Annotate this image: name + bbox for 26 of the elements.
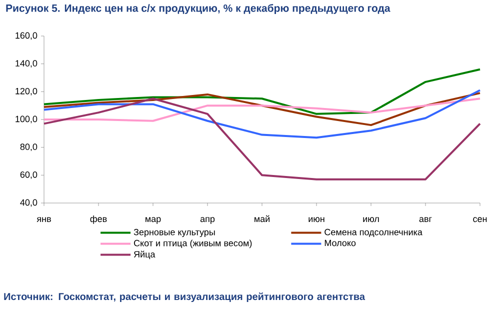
- x-tick-label: фев: [90, 215, 107, 224]
- y-tick-label: 160,0: [16, 32, 38, 40]
- y-tick-label: 120,0: [16, 88, 38, 96]
- x-tick-label: сен: [473, 217, 487, 222]
- y-tick-label: 80,0: [20, 144, 38, 152]
- legend-label: Молоко: [324, 240, 356, 246]
- line-series: [43, 68, 482, 115]
- y-tick-label: 60,0: [20, 171, 38, 179]
- line-series: [43, 89, 482, 139]
- x-tick-label: июн: [308, 217, 324, 222]
- x-tick-label: мар: [146, 217, 161, 224]
- text: Источник: Госкомстат, расчеты и визуализация рейтингового агентства: [4, 292, 366, 302]
- y-tick-label: 40,0: [20, 199, 38, 207]
- chart-title: Рисунок 5. Индекс цен на с/х продукцию, % к декабрю предыдущего года: [6, 4, 390, 14]
- legend-label: Скот и птица (живым весом): [134, 240, 252, 248]
- legend-label: Яйца: [134, 250, 156, 260]
- legend-label: Семена подсолнечника: [324, 228, 422, 237]
- x-tick-label: июл: [363, 217, 379, 222]
- x-tick-label: янв: [36, 217, 51, 222]
- y-tick-label: 100,0: [16, 116, 38, 124]
- y-tick-label: 140,0: [16, 60, 38, 68]
- legend-label: Зерновые культуры: [134, 228, 215, 238]
- x-tick-label: апр: [200, 217, 215, 224]
- x-tick-label: авг: [419, 217, 432, 222]
- line-series: [43, 92, 482, 126]
- x-tick-label: май: [254, 215, 270, 222]
